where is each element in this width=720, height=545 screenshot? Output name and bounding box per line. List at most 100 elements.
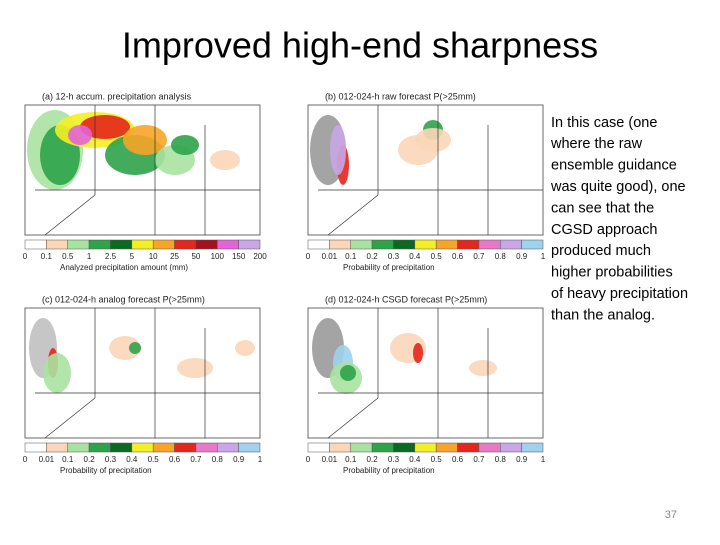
precip-area xyxy=(109,336,141,360)
colorbar-label: 0.01 xyxy=(322,455,338,464)
colorbar-box xyxy=(500,239,522,250)
colorbar-box xyxy=(329,442,351,453)
colorbar-box xyxy=(414,442,437,453)
colorbar-box xyxy=(457,239,480,250)
precip-area xyxy=(43,353,71,393)
colorbar-box xyxy=(457,442,480,453)
colorbar-label: 0.1 xyxy=(41,252,53,261)
colorbar-label: 0 xyxy=(23,455,28,464)
colorbar-label: 25 xyxy=(170,252,179,261)
colorbar-box xyxy=(238,239,261,250)
colorbar-box xyxy=(46,442,68,453)
colorbar-box xyxy=(110,239,133,250)
colorbar-box xyxy=(131,442,154,453)
body-text: produced much xyxy=(551,243,651,259)
colorbar-caption: Probability of precipitation xyxy=(343,466,435,475)
panel-title: (a) 12-h accum. precipitation analysis xyxy=(42,91,192,101)
colorbar-box xyxy=(435,239,458,250)
colorbar-box xyxy=(393,239,416,250)
colorbar-box xyxy=(195,239,218,250)
colorbar-box xyxy=(393,442,416,453)
colorbar-label: 50 xyxy=(191,252,200,261)
precip-area xyxy=(80,115,130,139)
body-text: of heavy precipitation xyxy=(551,286,688,302)
colorbar-box xyxy=(371,239,394,250)
colorbar-label: 1 xyxy=(258,455,263,464)
colorbar-label: 0.01 xyxy=(39,455,55,464)
panel-title: (d) 012-024-h CSGD forecast P(>25mm) xyxy=(325,294,487,304)
colorbar-label: 0.5 xyxy=(148,455,160,464)
colorbar-label: 0.1 xyxy=(345,252,357,261)
colorbar-label: 200 xyxy=(253,252,267,261)
colorbar-caption: Probability of precipitation xyxy=(343,263,435,272)
colorbar-label: 0.6 xyxy=(169,455,181,464)
colorbar-caption: Probability of precipitation xyxy=(60,466,152,475)
colorbar-box xyxy=(24,442,47,453)
state-border xyxy=(44,397,96,439)
colorbar-label: 100 xyxy=(211,252,225,261)
colorbar-label: 0.6 xyxy=(452,455,464,464)
colorbar-label: 0 xyxy=(23,252,28,261)
colorbar-label: 0.7 xyxy=(473,455,485,464)
colorbar-label: 0.5 xyxy=(62,252,74,261)
map xyxy=(24,307,261,439)
colorbar-box xyxy=(152,442,175,453)
colorbar-box xyxy=(152,239,175,250)
colorbar-label: 0.6 xyxy=(452,252,464,261)
colorbar-label: 0.7 xyxy=(190,455,202,464)
precip-area xyxy=(123,125,167,155)
colorbar-label: 0.4 xyxy=(409,252,421,261)
page-number: 37 xyxy=(665,509,677,521)
colorbar-label: 10 xyxy=(149,252,158,261)
colorbar-box xyxy=(217,442,239,453)
colorbar-box xyxy=(174,239,197,250)
colorbar-box xyxy=(195,442,218,453)
precip-area xyxy=(415,128,451,152)
colorbar-label: 0.4 xyxy=(126,455,138,464)
colorbar-box xyxy=(24,239,47,250)
colorbar-label: 2.5 xyxy=(105,252,117,261)
colorbar-label: 1 xyxy=(541,252,546,261)
body-text: than the analog. xyxy=(551,307,655,323)
panel-title: (c) 012-024-h analog forecast P(>25mm) xyxy=(42,294,205,304)
colorbar-label: 0.8 xyxy=(495,252,507,261)
colorbar-box xyxy=(307,442,330,453)
map xyxy=(307,104,544,236)
colorbar-caption: Analyzed precipitation amount (mm) xyxy=(60,263,188,272)
body-text: CGSD approach xyxy=(551,222,657,238)
state-border xyxy=(327,194,379,236)
colorbar-label: 150 xyxy=(232,252,246,261)
precip-area xyxy=(469,360,497,376)
colorbar-box xyxy=(88,442,111,453)
colorbar-label: 0.5 xyxy=(431,252,443,261)
colorbar-box xyxy=(521,239,544,250)
colorbar-box xyxy=(350,239,373,250)
precip-area xyxy=(129,342,141,354)
colorbar-box xyxy=(217,239,239,250)
colorbar-box xyxy=(478,442,501,453)
state-border xyxy=(44,194,96,236)
body-text: In this case (one xyxy=(551,115,657,131)
colorbar-box xyxy=(110,442,133,453)
colorbar-label: 0.8 xyxy=(495,455,507,464)
colorbar-box xyxy=(500,442,522,453)
state-border xyxy=(327,397,379,439)
colorbar-label: 0.2 xyxy=(367,455,379,464)
colorbar-label: 0.8 xyxy=(212,455,224,464)
colorbar-label: 1 xyxy=(87,252,92,261)
body-text: ensemble guidance xyxy=(551,158,677,174)
colorbar-label: 0.3 xyxy=(388,455,400,464)
body-text: where the raw xyxy=(550,136,643,152)
colorbar-box xyxy=(46,239,68,250)
map xyxy=(307,307,544,439)
colorbar-box xyxy=(67,442,90,453)
colorbar-box xyxy=(435,442,458,453)
colorbar-box xyxy=(238,442,261,453)
body-text: can see that the xyxy=(551,200,654,216)
colorbar-label: 1 xyxy=(541,455,546,464)
precip-area xyxy=(340,365,356,381)
colorbar-label: 0.2 xyxy=(84,455,96,464)
panel-title: (b) 012-024-h raw forecast P(>25mm) xyxy=(325,91,476,101)
colorbar-label: 0.2 xyxy=(367,252,379,261)
